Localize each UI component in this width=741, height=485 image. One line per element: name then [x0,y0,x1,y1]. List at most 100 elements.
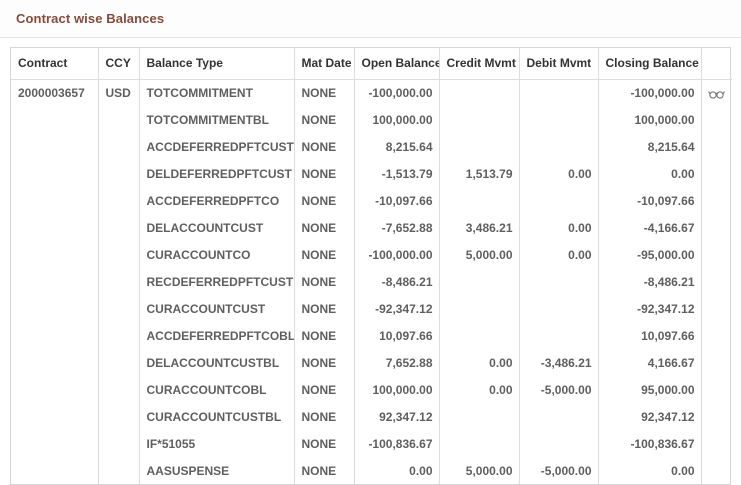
cell-ccy [98,295,140,322]
cell-ccy [98,403,140,430]
cell-contract [11,106,99,133]
cell-contract [11,214,99,241]
cell-mat-date: NONE [294,295,355,322]
table-row: CURACCOUNTCUST NONE -92,347.12 -92,347.12 [11,295,732,322]
cell-open-balance: -8,486.21 [354,268,440,295]
cell-contract [11,241,99,268]
cell-mat-date: NONE [294,349,355,376]
cell-mat-date: NONE [294,160,355,187]
cell-contract [11,430,99,457]
cell-open-balance: 100,000.00 [354,106,440,133]
cell-balance-type: ACCDEFERREDPFTCOBL [139,322,295,349]
cell-credit-mvmt [439,430,520,457]
cell-closing-balance: 8,215.64 [598,133,702,160]
cell-credit-mvmt [439,187,520,214]
cell-row-action [701,214,732,241]
cell-contract [11,403,99,430]
cell-balance-type: ACCDEFERREDPFTCO [139,187,295,214]
cell-closing-balance: 4,166.67 [598,349,702,376]
column-header-credit-mvmt: Credit Mvmt [439,48,520,80]
cell-open-balance: 0.00 [354,457,440,484]
table-row: AASUSPENSE NONE 0.00 5,000.00 -5,000.00 0.00 [11,457,732,484]
cell-debit-mvmt: 0.00 [519,214,599,241]
cell-ccy [98,106,140,133]
cell-ccy [98,457,140,484]
cell-ccy [98,268,140,295]
column-header-debit-mvmt: Debit Mvmt [519,48,599,80]
cell-debit-mvmt: -5,000.00 [519,457,599,484]
cell-mat-date: NONE [294,376,355,403]
cell-ccy [98,133,140,160]
cell-balance-type: TOTCOMMITMENT [139,79,295,106]
cell-debit-mvmt: 0.00 [519,160,599,187]
table-row: ACCDEFERREDPFTCO NONE -10,097.66 -10,097.66 [11,187,732,214]
cell-balance-type: ACCDEFERREDPFTCUST [139,133,295,160]
cell-closing-balance: -8,486.21 [598,268,702,295]
cell-credit-mvmt: 1,513.79 [439,160,520,187]
cell-open-balance: 92,347.12 [354,403,440,430]
cell-closing-balance: 95,000.00 [598,376,702,403]
cell-ccy: USD [98,79,140,106]
table-header: Contract CCY Balance Type Mat Date Open … [11,48,732,80]
cell-contract [11,376,99,403]
cell-mat-date: NONE [294,403,355,430]
cell-row-action [701,79,732,106]
cell-row-action [701,106,732,133]
cell-credit-mvmt [439,403,520,430]
cell-closing-balance: -100,836.67 [598,430,702,457]
cell-debit-mvmt [519,187,599,214]
cell-debit-mvmt [519,268,599,295]
cell-mat-date: NONE [294,106,355,133]
cell-debit-mvmt [519,106,599,133]
cell-closing-balance: 92,347.12 [598,403,702,430]
cell-contract [11,457,99,484]
cell-debit-mvmt: 0.00 [519,241,599,268]
cell-mat-date: NONE [294,214,355,241]
cell-debit-mvmt [519,403,599,430]
cell-debit-mvmt: -3,486.21 [519,349,599,376]
cell-balance-type: CURACCOUNTCUST [139,295,295,322]
cell-credit-mvmt [439,79,520,106]
cell-contract [11,160,99,187]
cell-closing-balance: -100,000.00 [598,79,702,106]
cell-balance-type: DELACCOUNTCUSTBL [139,349,295,376]
table-row: CURACCOUNTCOBL NONE 100,000.00 0.00 -5,000.0… [11,376,732,403]
cell-row-action [701,430,732,457]
cell-row-action [701,376,732,403]
column-header-mat-date: Mat Date [294,48,355,80]
table-row: DELACCOUNTCUSTBL NONE 7,652.88 0.00 -3,486.2… [11,349,732,376]
page-header: Contract wise Balances [0,0,741,38]
cell-balance-type: CURACCOUNTCO [139,241,295,268]
cell-credit-mvmt [439,133,520,160]
cell-debit-mvmt [519,133,599,160]
cell-debit-mvmt [519,322,599,349]
cell-balance-type: CURACCOUNTCUSTBL [139,403,295,430]
cell-credit-mvmt: 0.00 [439,376,520,403]
cell-open-balance: -7,652.88 [354,214,440,241]
table-row: ACCDEFERREDPFTCUST NONE 8,215.64 8,215.64 [11,133,732,160]
cell-ccy [98,322,140,349]
table-row: ACCDEFERREDPFTCOBL NONE 10,097.66 10,097.66 [11,322,732,349]
table-body: 2000003657 USD TOTCOMMITMENT NONE -100,000.0… [11,79,732,484]
cell-closing-balance: -95,000.00 [598,241,702,268]
cell-open-balance: 100,000.00 [354,376,440,403]
cell-closing-balance: 0.00 [598,160,702,187]
cell-contract [11,322,99,349]
cell-mat-date: NONE [294,322,355,349]
cell-mat-date: NONE [294,457,355,484]
cell-credit-mvmt [439,268,520,295]
cell-mat-date: NONE [294,268,355,295]
cell-ccy [98,187,140,214]
cell-balance-type: CURACCOUNTCOBL [139,376,295,403]
cell-closing-balance: -4,166.67 [598,214,702,241]
cell-debit-mvmt: -5,000.00 [519,376,599,403]
cell-contract: 2000003657 [11,79,99,106]
cell-balance-type: DELACCOUNTCUST [139,214,295,241]
cell-row-action [701,322,732,349]
cell-row-action [701,241,732,268]
column-header-contract: Contract [11,48,99,80]
cell-row-action [701,349,732,376]
cell-row-action [701,403,732,430]
column-header-open-balance: Open Balance [354,48,440,80]
view-glasses-icon[interactable] [708,88,726,100]
